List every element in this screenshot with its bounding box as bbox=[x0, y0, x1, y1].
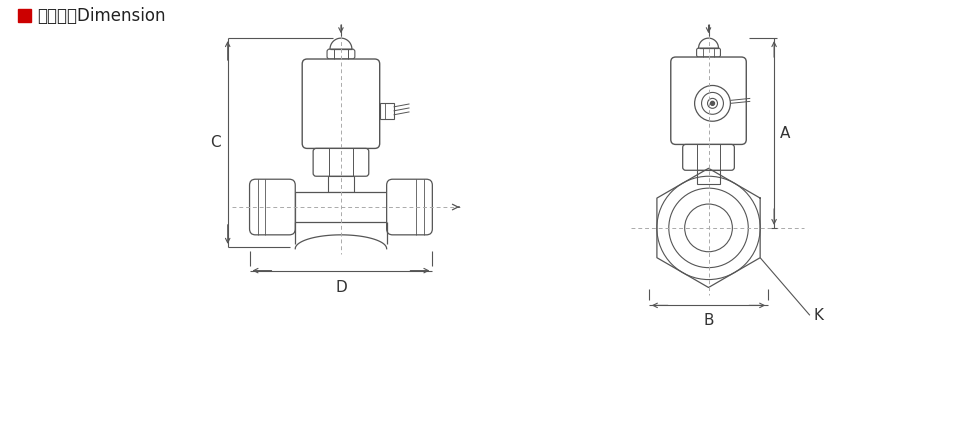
FancyBboxPatch shape bbox=[302, 59, 379, 148]
Text: A: A bbox=[779, 126, 790, 140]
Bar bbox=[18, 9, 31, 22]
FancyBboxPatch shape bbox=[387, 179, 432, 235]
FancyBboxPatch shape bbox=[313, 148, 368, 176]
Text: D: D bbox=[334, 279, 347, 295]
Text: B: B bbox=[703, 313, 713, 328]
Text: 外型尺寸Dimension: 外型尺寸Dimension bbox=[37, 7, 166, 25]
FancyBboxPatch shape bbox=[696, 48, 720, 57]
Bar bbox=[696, 170, 720, 184]
Text: K: K bbox=[813, 308, 823, 323]
FancyBboxPatch shape bbox=[671, 57, 745, 145]
Text: C: C bbox=[210, 135, 221, 150]
FancyBboxPatch shape bbox=[682, 145, 734, 170]
Bar bbox=[295, 192, 387, 222]
Circle shape bbox=[709, 101, 714, 105]
Bar bbox=[379, 103, 393, 119]
FancyBboxPatch shape bbox=[327, 49, 355, 59]
Bar bbox=[328, 176, 354, 192]
FancyBboxPatch shape bbox=[249, 179, 295, 235]
